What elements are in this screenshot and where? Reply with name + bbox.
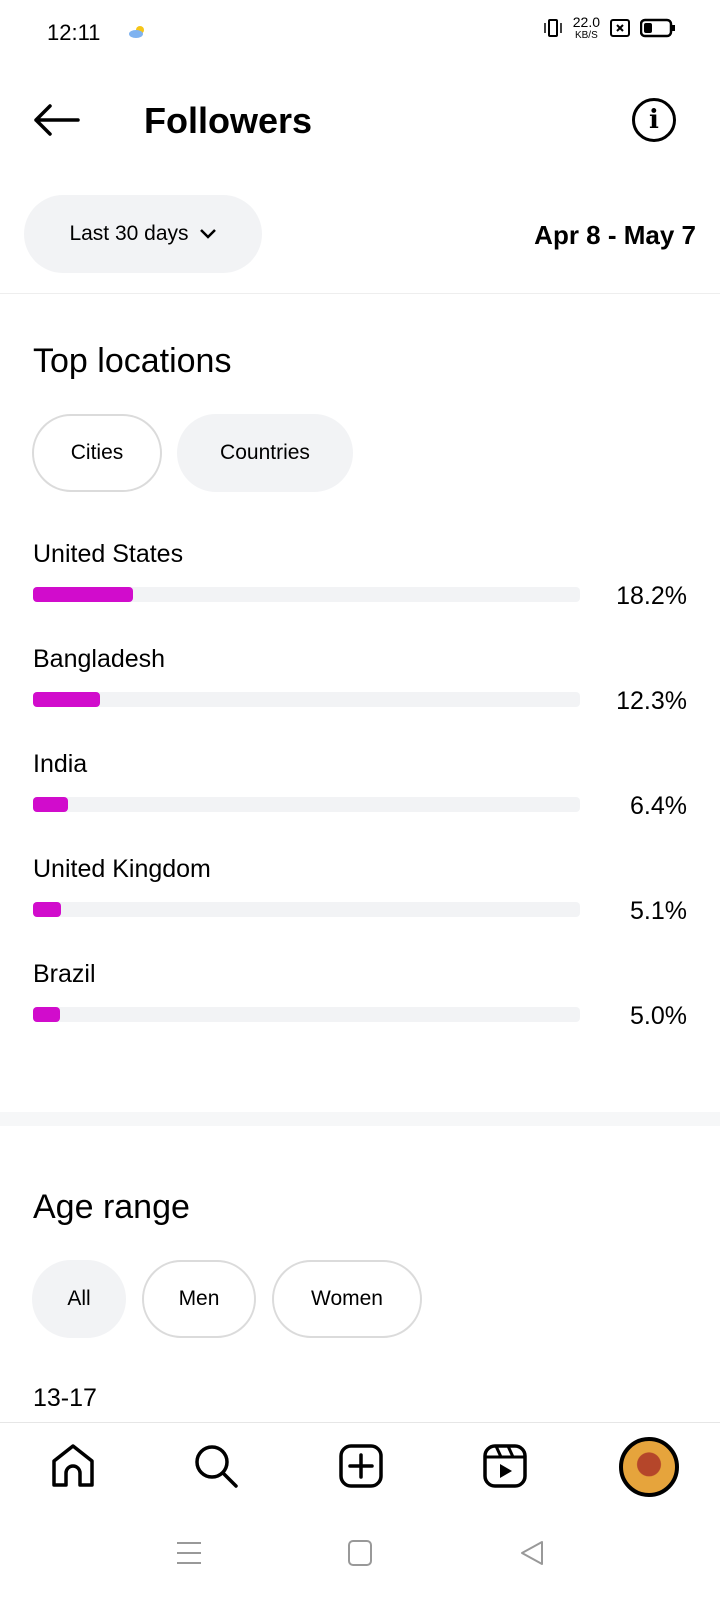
tab-men[interactable]: Men bbox=[142, 1260, 256, 1338]
status-bar: 12:11 22.0 KB/S bbox=[0, 0, 720, 64]
reels-icon[interactable] bbox=[482, 1443, 528, 1489]
location-percent: 18.2% bbox=[616, 582, 687, 610]
status-icons: 22.0 KB/S bbox=[543, 14, 676, 42]
date-range-label: Last 30 days bbox=[69, 222, 189, 245]
tab-women-label: Women bbox=[311, 1287, 383, 1310]
location-bar-fill bbox=[33, 587, 133, 602]
location-bar-track bbox=[33, 692, 580, 707]
tab-men-label: Men bbox=[178, 1287, 220, 1310]
back-triangle-icon[interactable] bbox=[520, 1540, 544, 1566]
location-bar-track bbox=[33, 587, 580, 602]
date-range-text: Apr 8 - May 7 bbox=[534, 220, 696, 250]
section-separator bbox=[0, 1112, 720, 1126]
tab-countries[interactable]: Countries bbox=[177, 414, 353, 492]
tab-all-label: All bbox=[67, 1287, 91, 1310]
vibrate-icon bbox=[544, 19, 562, 37]
divider bbox=[0, 293, 720, 294]
menu-icon[interactable] bbox=[176, 1540, 202, 1566]
location-bar-fill bbox=[33, 797, 68, 812]
home-icon[interactable] bbox=[50, 1443, 96, 1489]
clock: 12:11 bbox=[47, 20, 101, 45]
create-icon[interactable] bbox=[338, 1443, 384, 1489]
battery-icon bbox=[640, 18, 675, 38]
location-bar-track bbox=[33, 797, 580, 812]
page-title: Followers bbox=[144, 100, 313, 141]
network-speed-unit: KB/S bbox=[574, 30, 598, 41]
search-icon[interactable] bbox=[193, 1443, 239, 1489]
location-percent: 12.3% bbox=[616, 687, 687, 715]
date-range-dropdown[interactable]: Last 30 days bbox=[24, 195, 262, 273]
info-icon[interactable]: i bbox=[632, 98, 676, 142]
section-title-top-locations: Top locations bbox=[33, 342, 232, 380]
location-bar-track bbox=[33, 1007, 580, 1022]
bottom-nav bbox=[0, 1422, 720, 1522]
location-percent: 5.0% bbox=[630, 1002, 687, 1030]
location-name: United Kingdom bbox=[33, 855, 211, 883]
header: Followers i bbox=[0, 90, 720, 150]
location-name: India bbox=[33, 750, 88, 778]
location-name: Bangladesh bbox=[33, 645, 166, 673]
location-bar-fill bbox=[33, 692, 101, 707]
location-bar-fill bbox=[33, 902, 61, 917]
location-percent: 6.4% bbox=[630, 792, 687, 820]
age-row-label: 13-17 bbox=[33, 1384, 97, 1412]
tab-countries-label: Countries bbox=[220, 441, 310, 464]
location-bar-fill bbox=[33, 1007, 61, 1022]
back-arrow-icon[interactable] bbox=[32, 102, 80, 138]
network-speed: 22.0 KB/S bbox=[573, 14, 600, 42]
network-speed-value: 22.0 bbox=[572, 14, 600, 30]
profile-avatar[interactable] bbox=[619, 1437, 679, 1497]
system-nav-bar bbox=[0, 1540, 720, 1580]
tab-all[interactable]: All bbox=[32, 1260, 126, 1338]
location-bar-track bbox=[33, 902, 580, 917]
location-name: Brazil bbox=[33, 960, 96, 988]
location-name: United States bbox=[33, 540, 184, 568]
home-square-icon[interactable] bbox=[348, 1540, 372, 1566]
tab-cities-label: Cities bbox=[70, 441, 124, 464]
chevron-down-icon bbox=[199, 229, 216, 239]
weather-icon bbox=[129, 26, 144, 38]
location-percent: 5.1% bbox=[630, 897, 687, 925]
tab-cities[interactable]: Cities bbox=[32, 414, 162, 492]
tab-women[interactable]: Women bbox=[272, 1260, 422, 1338]
section-title-age-range: Age range bbox=[33, 1188, 190, 1226]
no-sim-icon bbox=[610, 19, 630, 37]
